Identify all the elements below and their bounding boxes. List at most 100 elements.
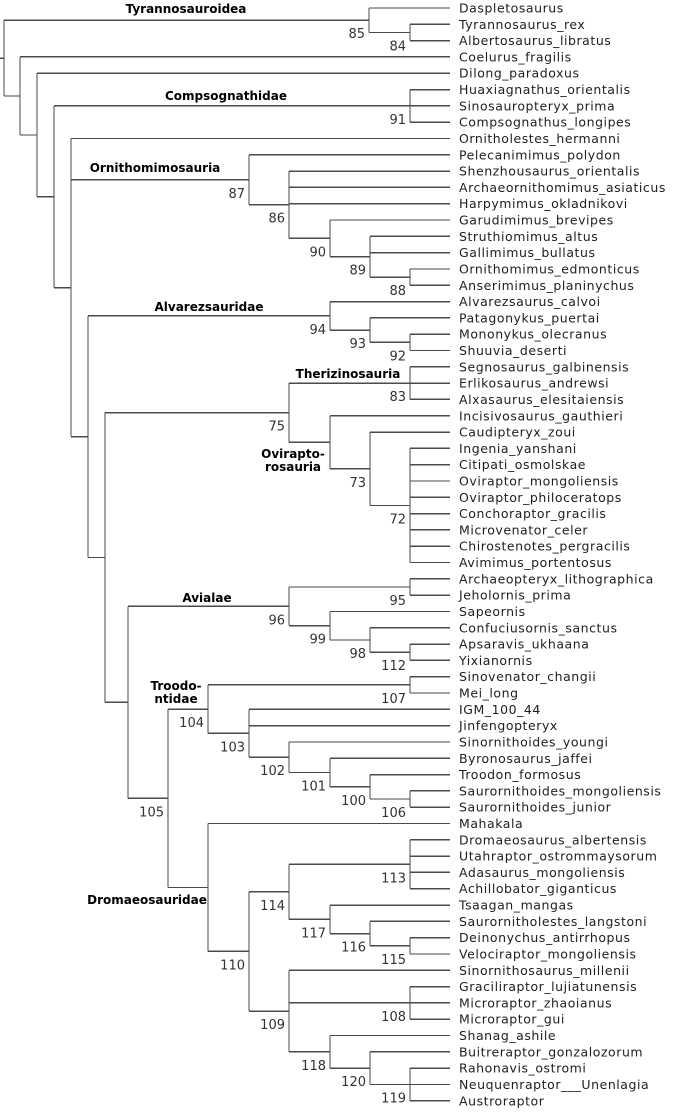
taxon-label: Austroraptor bbox=[459, 1093, 545, 1108]
taxon-label: Albertosaurus_libratus bbox=[459, 33, 611, 48]
clade-label: Compsognathidae bbox=[165, 89, 287, 103]
node-support-value: 88 bbox=[389, 284, 406, 299]
node-support-value: 104 bbox=[179, 716, 204, 731]
node-support-value: 110 bbox=[220, 958, 245, 973]
taxon-label: Chirostenotes_pergracilis bbox=[459, 539, 631, 554]
clade-label: Alvarezsauridae bbox=[154, 300, 263, 314]
taxon-label: Jinfengopteryx bbox=[458, 718, 558, 733]
node-support-value: 101 bbox=[301, 780, 326, 795]
taxon-label: Shuuvia_deserti bbox=[459, 343, 567, 358]
taxon-label: Struthiomimus_altus bbox=[459, 229, 598, 244]
taxon-label: Mahakala bbox=[459, 816, 523, 831]
taxon-label: Ingenia_yanshani bbox=[459, 441, 577, 456]
node-support-value: 98 bbox=[349, 647, 366, 662]
node-support-value: 95 bbox=[389, 594, 406, 609]
node-support-value: 114 bbox=[260, 899, 285, 914]
taxon-label: Garudimimus_brevipes bbox=[459, 213, 614, 228]
taxon-label: Tyrannosaurus_rex bbox=[458, 17, 585, 32]
taxon-label: Daspletosaurus bbox=[459, 1, 564, 16]
taxon-label: Utahraptor_ostrommaysorum bbox=[459, 849, 657, 864]
node-support-value: 73 bbox=[349, 476, 366, 491]
taxon-label: Coelurus_fragilis bbox=[459, 49, 572, 64]
node-support-value: 102 bbox=[260, 764, 285, 779]
taxon-label: Tsaagan_mangas bbox=[458, 898, 574, 913]
node-support-value: 99 bbox=[309, 633, 326, 648]
node-support-value: 91 bbox=[389, 113, 406, 128]
node-support-value: 84 bbox=[389, 39, 406, 54]
node-support-value: 103 bbox=[220, 740, 245, 755]
node-support-value: 94 bbox=[309, 323, 326, 338]
clade-label: Dromaeosauridae bbox=[87, 893, 207, 907]
taxon-label: Dilong_paradoxus bbox=[459, 66, 580, 81]
node-support-value: 100 bbox=[341, 794, 366, 809]
taxon-label: IGM_100_44 bbox=[459, 702, 541, 717]
taxon-label: Byronosaurus_jaffei bbox=[459, 751, 593, 766]
taxon-label: Saurornithoides_mongoliensis bbox=[459, 783, 661, 798]
taxon-label: Deinonychus_antirrhopus bbox=[459, 930, 631, 945]
taxon-label: Microvenator_celer bbox=[459, 522, 588, 537]
taxon-label: Avimimus_portentosus bbox=[459, 555, 612, 570]
taxon-label: Shanag_ashile bbox=[459, 1028, 556, 1043]
node-support-value: 93 bbox=[349, 337, 366, 352]
taxon-label: Yixianornis bbox=[458, 653, 533, 668]
taxon-label: Gallimimus_bullatus bbox=[459, 245, 596, 260]
node-support-value: 118 bbox=[301, 1059, 326, 1074]
node-support-value: 107 bbox=[381, 692, 406, 707]
node-support-value: 112 bbox=[381, 659, 406, 674]
taxon-label: Ornithomimus_edmonticus bbox=[459, 261, 640, 276]
clade-label: rosauria bbox=[265, 460, 321, 474]
node-support-value: 119 bbox=[381, 1091, 406, 1106]
taxon-label: Pelecanimimus_polydon bbox=[459, 147, 621, 162]
node-support-value: 108 bbox=[381, 1010, 406, 1025]
taxon-label: Segnosaurus_galbinensis bbox=[459, 359, 629, 374]
taxon-label: Microraptor_gui bbox=[459, 1012, 565, 1027]
clade-label: Tyrannosauroidea bbox=[126, 2, 247, 16]
clade-label: ntidae bbox=[154, 692, 197, 706]
taxon-label: Graciliraptor_lujiatunensis bbox=[459, 979, 637, 994]
taxon-label: Harpymimus_okladnikovi bbox=[459, 196, 628, 211]
taxon-label: Dromaeosaurus_albertensis bbox=[459, 832, 647, 847]
taxon-label: Saurornithoides_junior bbox=[459, 800, 612, 815]
node-support-value: 72 bbox=[389, 512, 406, 527]
node-support-value: 90 bbox=[309, 245, 326, 260]
taxon-label: Buitreraptor_gonzalozorum bbox=[459, 1044, 643, 1059]
node-support-value: 86 bbox=[268, 212, 285, 227]
node-support-value: 85 bbox=[348, 27, 365, 42]
taxon-label: Compsognathus_longipes bbox=[459, 115, 631, 130]
taxon-label: Shenzhousaurus_orientalis bbox=[459, 164, 640, 179]
taxon-label: Saurornitholestes_langstoni bbox=[459, 914, 647, 929]
taxon-label: Adasaurus_mongoliensis bbox=[459, 865, 625, 880]
taxon-label: Sinovenator_changii bbox=[459, 669, 596, 684]
node-support-value: 75 bbox=[268, 420, 285, 435]
clade-label: Therizinosauria bbox=[296, 367, 401, 381]
clade-label: Troodo- bbox=[150, 679, 201, 693]
clade-label: Avialae bbox=[182, 591, 231, 605]
taxon-label: Conchoraptor_gracilis bbox=[459, 506, 607, 521]
node-support-value: 117 bbox=[301, 926, 326, 941]
taxon-label: Apsaravis_ukhaana bbox=[459, 637, 589, 652]
taxon-label: Sinornithoides_youngi bbox=[459, 734, 608, 749]
node-support-value: 87 bbox=[228, 187, 245, 202]
taxon-label: Sapeornis bbox=[459, 604, 526, 619]
node-support-value: 116 bbox=[341, 941, 366, 956]
taxon-label: Caudipteryx_zoui bbox=[459, 425, 576, 440]
node-support-value: 115 bbox=[381, 953, 406, 968]
taxon-label: Anserimimus_planinychus bbox=[459, 278, 634, 293]
taxon-label: Troodon_formosus bbox=[458, 767, 581, 782]
taxon-label: Oviraptor_mongoliensis bbox=[459, 473, 619, 488]
node-support-value: 109 bbox=[260, 1018, 285, 1033]
taxon-label: Rahonavis_ostromi bbox=[459, 1061, 586, 1076]
taxon-label: Sinornithosaurus_millenii bbox=[459, 963, 630, 978]
node-support-value: 96 bbox=[268, 613, 285, 628]
taxon-label: Mei_long bbox=[459, 686, 519, 701]
taxon-label: Velociraptor_mongoliensis bbox=[459, 946, 637, 961]
node-support-value: 83 bbox=[389, 390, 406, 405]
node-support-value: 106 bbox=[381, 806, 406, 821]
taxon-label: Ornitholestes_hermanni bbox=[459, 131, 620, 146]
taxon-label: Jeholornis_prima bbox=[458, 588, 571, 603]
node-support-value: 89 bbox=[349, 264, 366, 279]
taxon-label: Neuquenraptor___Unenlagia bbox=[459, 1077, 649, 1092]
taxon-label: Sinosauropteryx_prima bbox=[459, 98, 615, 113]
